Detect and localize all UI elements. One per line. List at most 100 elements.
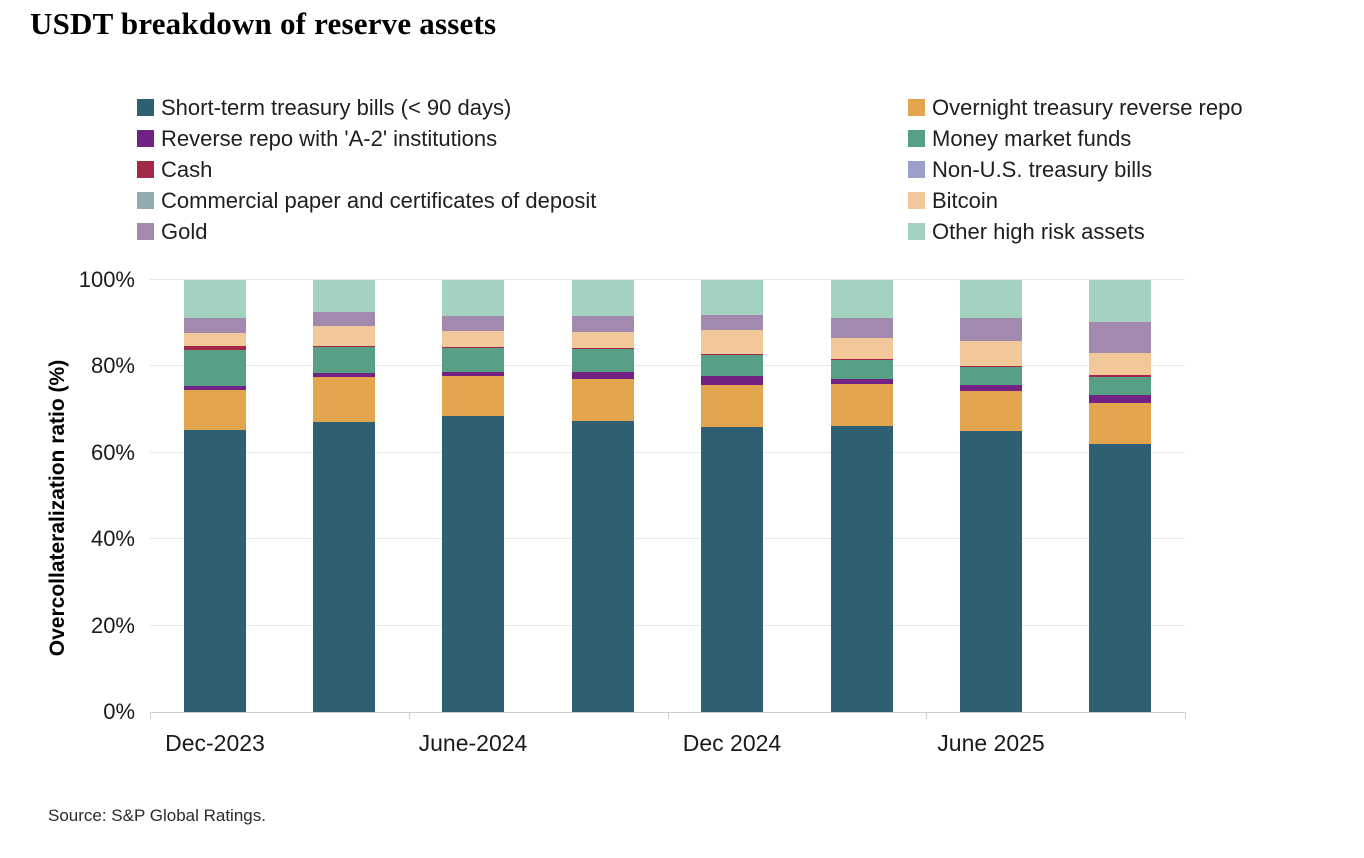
y-tick-label-80: 80% [90,353,135,379]
bar-segment-cash [701,353,763,355]
stacked-bar-2 [442,280,504,712]
bar-segment-money-market-funds [184,349,246,386]
bar-segment-bitcoin [572,332,634,348]
bar-segment-reverse-repo-with-a-2-institutions [960,385,1022,391]
bar-segment-gold [831,317,893,338]
bar-segment-reverse-repo-with-a-2-institutions [184,385,246,391]
legend-label: Money market funds [932,125,1132,151]
bar-segment-cash [960,366,1022,368]
legend-label: Reverse repo with 'A-2' institutions [161,125,498,151]
bar-segment-overnight-treasury-reverse-repo [184,390,246,431]
legend-swatch-icon [137,192,154,209]
bar-segment-short-term-treasury-bills-90-days [184,430,246,712]
bar-segment-gold [1089,321,1151,354]
bar-segment-cash [831,359,893,361]
bar-segment-gold [701,315,763,331]
legend-label: Cash [161,156,213,182]
bar-segment-reverse-repo-with-a-2-institutions [442,372,504,376]
legend-swatch-icon [137,223,154,240]
bar-segment-gold [313,312,375,326]
source-note: Source: S&P Global Ratings. [48,806,266,825]
bar-segment-bitcoin [831,337,893,360]
x-tick-label-june-2024: June-2024 [418,730,528,756]
x-axis-tick [150,712,151,719]
bar-segment-other-high-risk-assets [701,280,763,316]
bar-segment-money-market-funds [442,348,504,373]
bar-segment-short-term-treasury-bills-90-days [831,426,893,712]
legend-item-bitcoin: Bitcoin [908,185,1243,216]
stacked-bar-1 [313,280,375,712]
gridline-40 [150,538,1185,540]
stacked-bar-6 [960,280,1022,712]
bar-segment-bitcoin [442,331,504,347]
bar-segment-overnight-treasury-reverse-repo [831,384,893,427]
stacked-bar-5 [831,280,893,712]
x-tick-label-dec-2024: Dec 2024 [682,730,782,756]
legend-swatch-icon [137,130,154,147]
x-tick-label-dec-2023: Dec-2023 [165,730,265,756]
legend-swatch-icon [908,99,925,116]
legend-item-cash: Cash [137,154,596,185]
bar-segment-overnight-treasury-reverse-repo [701,385,763,427]
bar-segment-money-market-funds [831,360,893,379]
legend-label: Non-U.S. treasury bills [932,156,1153,182]
bar-segment-overnight-treasury-reverse-repo [313,377,375,423]
gridline-60 [150,451,1185,453]
bar-segment-bitcoin [960,340,1022,367]
bar-segment-short-term-treasury-bills-90-days [960,430,1022,712]
bar-segment-money-market-funds [572,349,634,373]
bar-segment-money-market-funds [701,354,763,376]
bar-segment-overnight-treasury-reverse-repo [572,378,634,421]
bar-segment-short-term-treasury-bills-90-days [1089,444,1151,712]
gridline-20 [150,624,1185,626]
gridline-100 [150,279,1185,280]
legend-label: Short-term treasury bills (< 90 days) [161,94,512,120]
legend-item-overnight-treasury-reverse-repo: Overnight treasury reverse repo [908,92,1243,123]
x-axis-tick [926,712,927,719]
legend-item-reverse-repo-with-a-2-institutions: Reverse repo with 'A-2' institutions [137,123,596,154]
legend-label: Bitcoin [932,187,999,213]
legend-item-gold: Gold [137,216,596,247]
bar-segment-bitcoin [701,330,763,354]
bar-segment-short-term-treasury-bills-90-days [701,426,763,712]
legend-item-short-term-treasury-bills-90-days: Short-term treasury bills (< 90 days) [137,92,596,123]
bar-segment-other-high-risk-assets [442,280,504,317]
bar-segment-overnight-treasury-reverse-repo [442,375,504,416]
bar-segment-money-market-funds [960,367,1022,386]
legend-item-non-u-s-treasury-bills: Non-U.S. treasury bills [908,154,1243,185]
bar-segment-cash [572,347,634,350]
y-tick-label-20: 20% [90,612,135,638]
bar-segment-bitcoin [1089,353,1151,376]
bar-segment-short-term-treasury-bills-90-days [313,422,375,712]
bar-segment-reverse-repo-with-a-2-institutions [831,378,893,385]
legend-item-money-market-funds: Money market funds [908,123,1243,154]
stacked-bar-3 [572,280,634,712]
bar-segment-gold [184,318,246,334]
x-axis-tick [409,712,410,719]
legend-label: Other high risk assets [932,218,1145,244]
legend-column-right: Overnight treasury reverse repo Money mar… [908,92,1243,247]
bar-segment-gold [442,316,504,332]
x-tick-label-june-2025: June 2025 [937,730,1045,756]
bar-segment-other-high-risk-assets [184,280,246,319]
legend-swatch-icon [137,99,154,116]
legend-label: Overnight treasury reverse repo [932,94,1243,120]
y-tick-label-100: 100% [78,267,135,292]
bar-segment-reverse-repo-with-a-2-institutions [701,375,763,385]
legend-swatch-icon [908,223,925,240]
bar-segment-short-term-treasury-bills-90-days [572,420,634,712]
y-tick-label-0: 0% [103,699,135,724]
legend-swatch-icon [908,130,925,147]
bar-segment-reverse-repo-with-a-2-institutions [572,372,634,379]
bar-segment-other-high-risk-assets [572,280,634,316]
y-tick-label-60: 60% [90,439,135,465]
bar-segment-cash [313,345,375,347]
bar-segment-gold [960,317,1022,341]
stacked-bar-4 [701,280,763,712]
legend-label: Gold [161,218,208,244]
bar-segment-cash [442,346,504,349]
x-axis-tick [668,712,669,719]
gridline-80 [150,365,1185,367]
legend-label: Commercial paper and certificates of dep… [161,187,597,213]
